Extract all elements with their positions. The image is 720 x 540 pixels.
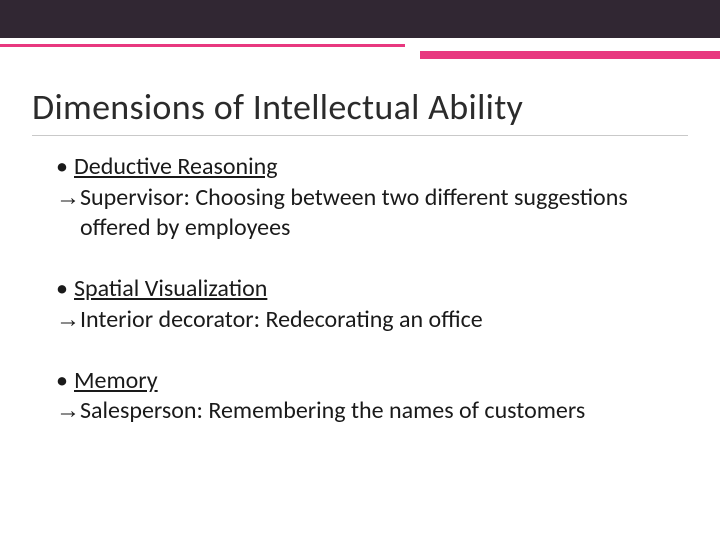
bullet-group: • Spatial Visualization →Interior decora… [56, 274, 680, 335]
pink-accent-line-right [420, 51, 720, 59]
arrow-icon: → [56, 183, 80, 214]
content-area: • Deductive Reasoning →Supervisor: Choos… [56, 152, 680, 427]
arrow-icon: → [56, 305, 80, 336]
pink-accent-line-left [0, 44, 405, 47]
example-text: Interior decorator: Redecorating an offi… [80, 305, 483, 336]
bullet-item: • Deductive Reasoning [56, 152, 680, 183]
example-row: →Interior decorator: Redecorating an off… [56, 305, 680, 336]
example-row: → Salesperson: Remembering the names of … [56, 396, 680, 427]
title-underline [32, 135, 688, 136]
slide-title: Dimensions of Intellectual Ability [32, 85, 523, 129]
top-decor-bar [0, 0, 720, 38]
bullet-group: • Deductive Reasoning →Supervisor: Choos… [56, 152, 680, 244]
bullet-group: • Memory → Salesperson: Remembering the … [56, 366, 680, 427]
bullet-marker: • [56, 366, 74, 397]
example-text: Salesperson: Remembering the names of cu… [80, 396, 585, 427]
bullet-marker: • [56, 152, 74, 183]
bullet-heading: Spatial Visualization [74, 274, 267, 305]
bullet-heading: Deductive Reasoning [74, 152, 278, 183]
example-row: →Supervisor: Choosing between two differ… [56, 183, 680, 244]
arrow-icon: → [56, 396, 80, 427]
bullet-heading: Memory [74, 366, 158, 397]
example-text: Supervisor: Choosing between two differe… [80, 183, 680, 244]
bullet-marker: • [56, 274, 74, 305]
bullet-item: • Memory [56, 366, 680, 397]
bullet-item: • Spatial Visualization [56, 274, 680, 305]
